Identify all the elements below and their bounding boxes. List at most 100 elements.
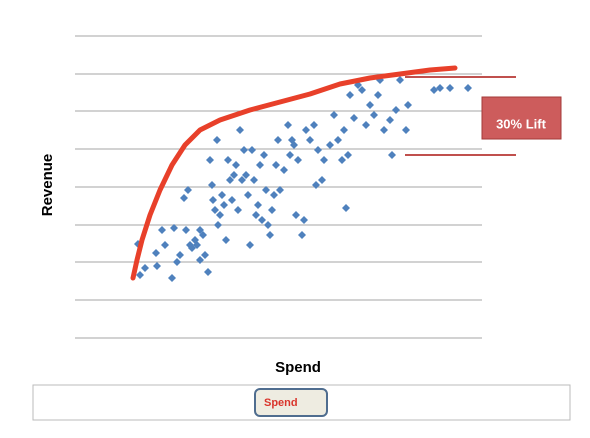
- annotation: 30% Lift: [496, 116, 547, 131]
- point: [386, 116, 394, 124]
- point: [168, 274, 176, 282]
- point: [340, 126, 348, 134]
- point: [220, 201, 228, 209]
- point: [262, 186, 270, 194]
- point: [374, 91, 382, 99]
- point: [214, 221, 222, 229]
- legend-frame: [32, 384, 571, 421]
- point: [234, 206, 242, 214]
- point: [256, 161, 264, 169]
- point: [184, 186, 192, 194]
- point: [152, 249, 160, 257]
- point: [213, 136, 221, 144]
- point: [196, 256, 204, 264]
- point: [209, 196, 217, 204]
- point: [464, 84, 472, 92]
- point: [158, 226, 166, 234]
- point: [274, 136, 282, 144]
- point: [206, 156, 214, 164]
- legend-entry-box: [254, 388, 328, 417]
- point: [306, 136, 314, 144]
- point: [388, 151, 396, 159]
- point: [436, 84, 444, 92]
- point: [264, 221, 272, 229]
- point: [292, 211, 300, 219]
- point: [211, 206, 219, 214]
- point: [244, 191, 252, 199]
- point: [370, 111, 378, 119]
- point: [270, 191, 278, 199]
- point: [141, 264, 149, 272]
- point: [272, 161, 280, 169]
- point: [153, 262, 161, 270]
- point: [254, 201, 262, 209]
- point: [338, 156, 346, 164]
- point: [318, 176, 326, 184]
- point: [366, 101, 374, 109]
- point: [380, 126, 388, 134]
- point: [238, 176, 246, 184]
- point: [320, 156, 328, 164]
- point: [136, 271, 144, 279]
- point: [268, 206, 276, 214]
- point: [193, 241, 201, 249]
- point: [250, 176, 258, 184]
- point: [236, 126, 244, 134]
- point: [314, 146, 322, 154]
- point: [294, 156, 302, 164]
- point: [392, 106, 400, 114]
- point: [362, 121, 370, 129]
- point: [242, 171, 250, 179]
- point: [228, 196, 236, 204]
- point: [280, 166, 288, 174]
- point: [310, 121, 318, 129]
- point: [173, 258, 181, 266]
- point: [218, 191, 226, 199]
- point: [170, 224, 178, 232]
- point: [350, 114, 358, 122]
- point: [298, 231, 306, 239]
- point: [300, 216, 308, 224]
- point: [342, 204, 350, 212]
- point: [430, 86, 438, 94]
- point: [326, 141, 334, 149]
- point: [290, 141, 298, 149]
- point: [346, 91, 354, 99]
- point: [266, 231, 274, 239]
- point: [404, 101, 412, 109]
- x-axis-label: Spend: [275, 359, 321, 376]
- point: [276, 186, 284, 194]
- point: [230, 171, 238, 179]
- point: [248, 146, 256, 154]
- point: [199, 231, 207, 239]
- point: [358, 86, 366, 94]
- point: [258, 216, 266, 224]
- point: [344, 151, 352, 159]
- point: [396, 76, 404, 84]
- point: [312, 181, 320, 189]
- point: [240, 146, 248, 154]
- point: [180, 194, 188, 202]
- point: [226, 176, 234, 184]
- point: [246, 241, 254, 249]
- point: [446, 84, 454, 92]
- point: [224, 156, 232, 164]
- point: [161, 241, 169, 249]
- point: [232, 161, 240, 169]
- point: [182, 226, 190, 234]
- point: [222, 236, 230, 244]
- point: [286, 151, 294, 159]
- point: [208, 181, 216, 189]
- point: [252, 211, 260, 219]
- point: [176, 251, 184, 259]
- point: [284, 121, 292, 129]
- point: [204, 268, 212, 276]
- point: [334, 136, 342, 144]
- point: [201, 251, 209, 259]
- lift-box: [481, 96, 562, 140]
- y-axis-label: Revenue: [39, 154, 56, 217]
- trend-curve: [130, 65, 458, 281]
- point: [216, 211, 224, 219]
- point: [402, 126, 410, 134]
